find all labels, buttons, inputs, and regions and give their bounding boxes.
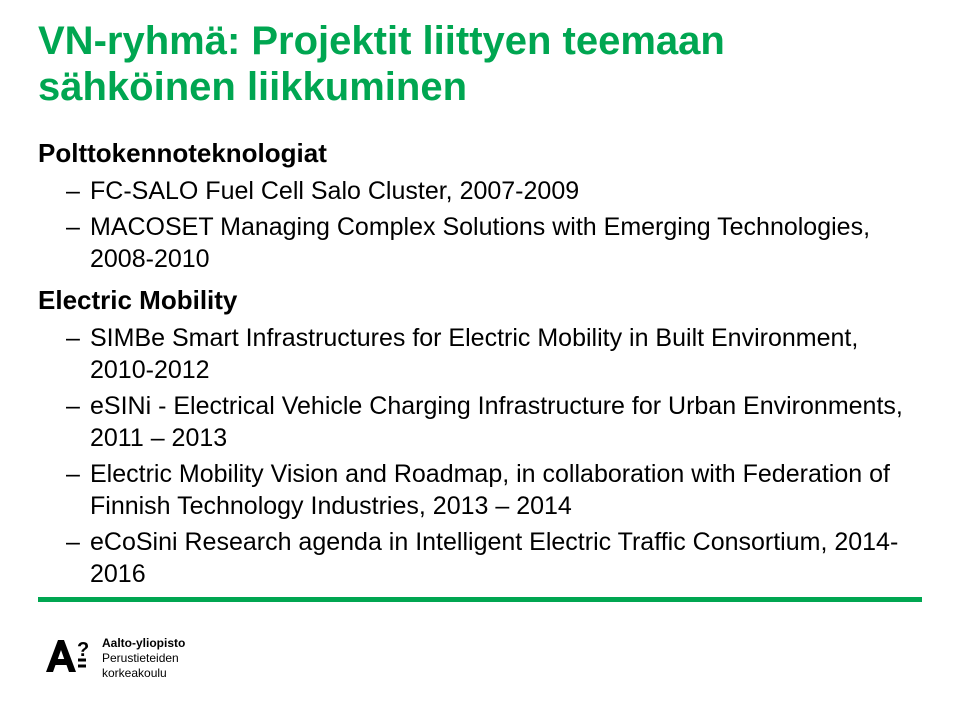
section2-list: SIMBe Smart Infrastructures for Electric… xyxy=(38,322,922,590)
section-heading-1: Polttokennoteknologiat xyxy=(38,138,922,169)
footer-line-2: Perustieteiden xyxy=(102,651,185,666)
footer-line-1: Aalto-yliopisto xyxy=(102,636,185,651)
slide-container: VN-ryhmä: Projektit liittyen teemaan säh… xyxy=(0,0,960,590)
title-line-1: VN-ryhmä: Projektit liittyen teemaan xyxy=(38,19,725,63)
list-item: eCoSini Research agenda in Intelligent E… xyxy=(66,526,922,590)
title-line-2: sähköinen liikkuminen xyxy=(38,65,467,109)
section-heading-2: Electric Mobility xyxy=(38,285,922,316)
footer-line-3: korkeakoulu xyxy=(102,666,185,681)
list-item: eSINi - Electrical Vehicle Charging Infr… xyxy=(66,390,922,454)
footer-logo-block: ? Aalto-yliopisto Perustieteiden korkeak… xyxy=(38,630,185,684)
section1-list: FC-SALO Fuel Cell Salo Cluster, 2007-200… xyxy=(38,175,922,275)
list-item: FC-SALO Fuel Cell Salo Cluster, 2007-200… xyxy=(66,175,922,207)
list-item: Electric Mobility Vision and Roadmap, in… xyxy=(66,458,922,522)
footer-logo-text: Aalto-yliopisto Perustieteiden korkeakou… xyxy=(102,630,185,681)
svg-text:?: ? xyxy=(77,639,89,661)
aalto-logo-icon: ? xyxy=(38,630,92,684)
divider-line xyxy=(38,597,922,602)
slide-title: VN-ryhmä: Projektit liittyen teemaan säh… xyxy=(38,18,922,110)
list-item: SIMBe Smart Infrastructures for Electric… xyxy=(66,322,922,386)
list-item: MACOSET Managing Complex Solutions with … xyxy=(66,211,922,275)
